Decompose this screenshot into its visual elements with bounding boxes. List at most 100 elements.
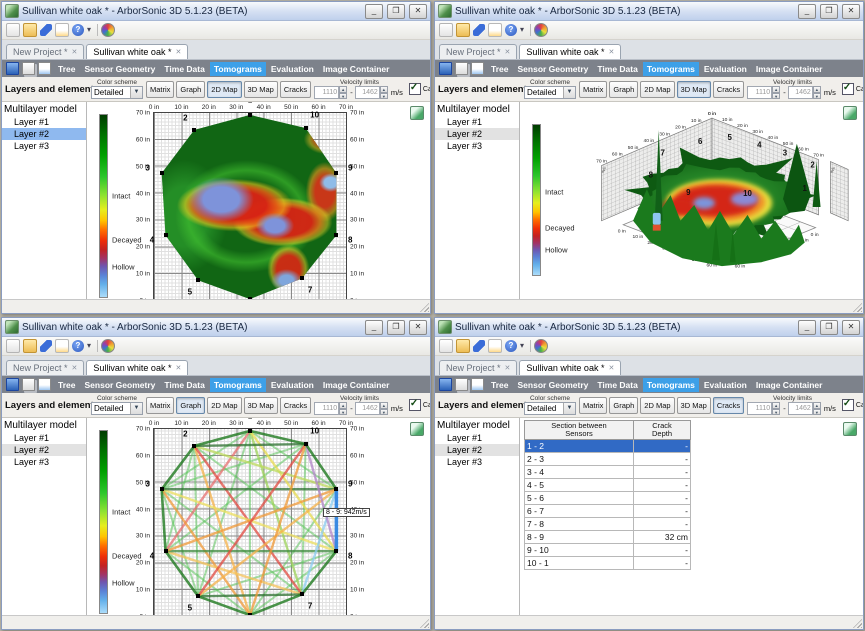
graph-line-8-10[interactable] (306, 444, 337, 551)
spin-up-icon[interactable]: ▲ (772, 86, 781, 93)
minimize-button[interactable]: _ (365, 319, 383, 335)
menu-item-sensor-geometry[interactable]: Sensor Geometry (84, 379, 156, 390)
view-button-graph[interactable]: Graph (176, 396, 206, 414)
pen-icon[interactable] (40, 340, 52, 352)
maximize-button[interactable]: ❐ (387, 319, 405, 335)
copy-icon[interactable] (22, 62, 35, 75)
spin-down-icon[interactable]: ▼ (339, 408, 348, 415)
menu-item-sensor-geometry[interactable]: Sensor Geometry (517, 379, 589, 390)
layer-item-3[interactable]: Layer #3 (447, 141, 483, 151)
graph-line-5-7[interactable] (198, 594, 302, 596)
export-page-icon[interactable] (55, 23, 69, 37)
menu-item-tree[interactable]: Tree (58, 379, 76, 390)
menu-item-tree[interactable]: Tree (58, 63, 76, 74)
export-page-icon[interactable] (488, 339, 502, 353)
velocity-max-input[interactable]: 1462 (354, 402, 380, 415)
cracks-table[interactable]: Section between Sensors Crack Depth 1 - 2-2 … (524, 420, 691, 570)
view-button-matrix[interactable]: Matrix (579, 396, 608, 414)
menu-item-image-container[interactable]: Image Container (755, 63, 823, 74)
layer-item-1[interactable]: Layer #1 (14, 433, 50, 443)
graph-line-3-7[interactable] (162, 489, 302, 594)
table-row[interactable]: 4 - 5- (524, 478, 691, 492)
save-icon[interactable] (6, 62, 19, 75)
graph-line-1-7[interactable] (250, 431, 302, 595)
spin-up-icon[interactable]: ▲ (379, 402, 388, 409)
copy-image-icon[interactable] (843, 106, 857, 120)
titlebar[interactable]: Sullivan white oak * - ArborSonic 3D 5.1… (435, 2, 863, 21)
calculate-automatically-checkbox[interactable] (408, 398, 421, 411)
language-icon[interactable] (101, 339, 115, 353)
graph-line-1-10[interactable] (250, 431, 306, 444)
titlebar[interactable]: Sullivan white oak * - ArborSonic 3D 5.1… (2, 318, 430, 337)
table-row[interactable]: 8 - 9 32 cm (524, 530, 691, 544)
layer-item-3[interactable]: Layer #3 (14, 141, 50, 151)
language-icon[interactable] (534, 23, 548, 37)
titlebar[interactable]: Sullivan white oak * - ArborSonic 3D 5.1… (2, 2, 430, 21)
view-button-3d-map[interactable]: 3D Map (243, 396, 278, 414)
table-row[interactable]: 2 - 3- (524, 452, 691, 466)
view-button-3d-map[interactable]: 3D Map (676, 80, 711, 98)
save-icon[interactable] (6, 378, 19, 391)
graph-line-7-10[interactable] (302, 444, 306, 594)
graph-line-4-10[interactable] (166, 444, 306, 551)
spin-down-icon[interactable]: ▼ (772, 92, 781, 99)
menu-item-image-container[interactable]: Image Container (322, 63, 390, 74)
close-button[interactable]: ✕ (842, 3, 860, 19)
menu-item-time-data[interactable]: Time Data (597, 63, 638, 74)
copy-image-icon[interactable] (843, 422, 857, 436)
velocity-max-input[interactable]: 1462 (787, 86, 813, 99)
graph-line-6-7[interactable] (250, 594, 302, 615)
resize-grip[interactable] (420, 303, 429, 312)
tab-close-icon[interactable]: ✕ (504, 49, 511, 56)
tab-new-project-[interactable]: New Project * ✕ (439, 44, 518, 59)
save-icon[interactable] (439, 378, 452, 391)
calculate-automatically-checkbox[interactable] (841, 82, 854, 95)
sensor-graph[interactable] (154, 429, 346, 615)
graph-line-3-10[interactable] (162, 444, 306, 489)
color-scheme-select[interactable]: Detailed ▼ (524, 402, 576, 415)
tab-close-icon[interactable]: ✕ (175, 49, 182, 56)
color-scheme-select[interactable]: Detailed ▼ (91, 86, 143, 99)
graph-line-5-9[interactable] (198, 489, 336, 596)
layer-item-1[interactable]: Layer #1 (447, 433, 483, 443)
velocity-min-input[interactable]: 1110 (747, 86, 773, 99)
menu-item-tree[interactable]: Tree (491, 63, 509, 74)
table-row[interactable]: 10 - 1- (524, 556, 691, 570)
menu-item-tomograms[interactable]: Tomograms (209, 377, 266, 392)
velocity-min-stepper[interactable]: ▲ ▼ (339, 402, 348, 415)
pen-icon[interactable] (473, 340, 485, 352)
open-folder-icon[interactable] (23, 23, 37, 37)
velocity-max-input[interactable]: 1462 (787, 402, 813, 415)
view-button-cracks[interactable]: Cracks (712, 80, 745, 98)
menu-item-evaluation[interactable]: Evaluation (270, 379, 314, 390)
layer-item-1[interactable]: Layer #1 (447, 117, 483, 127)
language-icon[interactable] (101, 23, 115, 37)
help-icon[interactable] (72, 340, 84, 352)
view-button-2d-map[interactable]: 2D Map (207, 396, 242, 414)
menu-item-sensor-geometry[interactable]: Sensor Geometry (517, 63, 589, 74)
maximize-button[interactable]: ❐ (820, 3, 838, 19)
resize-grip[interactable] (853, 303, 862, 312)
minimize-button[interactable]: _ (798, 3, 816, 19)
table-row[interactable]: 6 - 7- (524, 504, 691, 518)
view-button-2d-map[interactable]: 2D Map (207, 80, 242, 98)
new-file-icon[interactable] (6, 23, 20, 37)
tab-sullivan-white-oak-[interactable]: Sullivan white oak * ✕ (86, 360, 189, 375)
calculate-automatically-checkbox[interactable] (408, 82, 421, 95)
menu-item-tomograms[interactable]: Tomograms (209, 61, 266, 76)
dropdown-arrow-icon[interactable] (520, 24, 527, 36)
new-file-icon[interactable] (439, 339, 453, 353)
menu-item-tomograms[interactable]: Tomograms (642, 61, 699, 76)
graph-line-3-4[interactable] (162, 489, 166, 551)
new-file-icon[interactable] (6, 339, 20, 353)
menu-item-evaluation[interactable]: Evaluation (703, 379, 747, 390)
help-icon[interactable] (505, 24, 517, 36)
layer-item-3[interactable]: Layer #3 (447, 457, 483, 467)
menu-item-sensor-geometry[interactable]: Sensor Geometry (84, 63, 156, 74)
menu-item-evaluation[interactable]: Evaluation (703, 63, 747, 74)
save-icon[interactable] (439, 62, 452, 75)
pen-icon[interactable] (40, 24, 52, 36)
view-button-3d-map[interactable]: 3D Map (243, 80, 278, 98)
minimize-button[interactable]: _ (365, 3, 383, 19)
